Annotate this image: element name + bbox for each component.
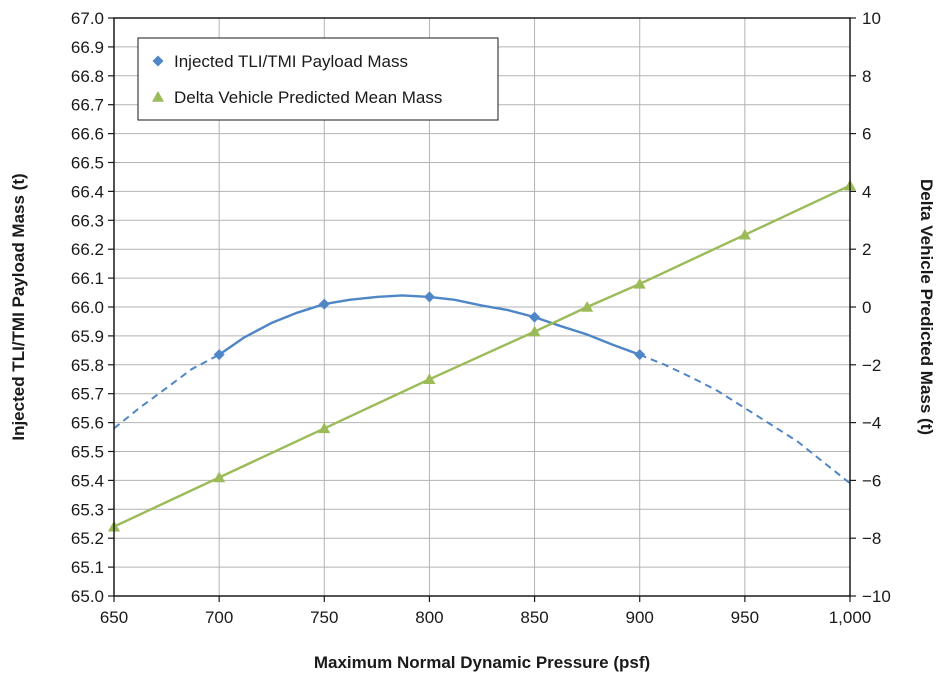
triangle-marker-icon — [152, 91, 164, 102]
x-tick-label: 700 — [205, 608, 233, 627]
legend-label: Injected TLI/TMI Payload Mass — [174, 52, 408, 71]
x-tick-label: 1,000 — [829, 608, 872, 627]
y-right-tick-label: 8 — [862, 67, 871, 86]
y-axis-right-title: Delta Vehicle Predicted Mass (t) — [917, 179, 936, 435]
y-right-tick-label: 10 — [862, 9, 881, 28]
payload-mass-point — [423, 291, 435, 303]
legend-item-payload-mass: Injected TLI/TMI Payload Mass — [152, 52, 408, 71]
y-left-tick-label: 66.8 — [71, 67, 104, 86]
diamond-marker-icon — [152, 55, 164, 67]
y-right-tick-label: 6 — [862, 125, 871, 144]
delta-vehicle-mass-point — [738, 228, 751, 240]
y-left-tick-label: 66.1 — [71, 269, 104, 288]
payload-mass-extrapolation-right — [639, 353, 851, 485]
y-left-tick-label: 65.4 — [71, 471, 104, 490]
delta-vehicle-mass-point — [318, 422, 331, 434]
y-left-tick-label: 65.8 — [71, 356, 104, 375]
y-left-tick-label: 65.5 — [71, 443, 104, 462]
x-tick-label: 950 — [731, 608, 759, 627]
y-left-tick-label: 65.0 — [71, 587, 104, 606]
legend: Injected TLI/TMI Payload Mass Delta Vehic… — [137, 37, 499, 121]
x-tick-label: 900 — [626, 608, 654, 627]
delta-vehicle-mass-point — [528, 325, 541, 337]
x-axis-title: Maximum Normal Dynamic Pressure (psf) — [314, 653, 650, 672]
y-left-tick-label: 67.0 — [71, 9, 104, 28]
payload-mass-point — [634, 349, 646, 361]
y-left-tick-label: 65.7 — [71, 385, 104, 404]
y-left-tick-label: 65.2 — [71, 529, 104, 548]
y-axis-left-title: Injected TLI/TMI Payload Mass (t) — [9, 173, 28, 440]
payload-mass-point — [529, 311, 541, 323]
y-left-tick-label: 66.3 — [71, 211, 104, 230]
y-right-tick-label: −6 — [862, 471, 881, 490]
x-tick-label: 650 — [100, 608, 128, 627]
y-left-tick-label: 66.6 — [71, 125, 104, 144]
y-left-tick-label: 66.5 — [71, 154, 104, 173]
y-left-tick-label: 65.1 — [71, 558, 104, 577]
tick-labels: 650 700 750 800 850 900 950 1,000 65.0 65.1 65.2 65… — [71, 9, 891, 627]
payload-mass-extrapolation-left — [113, 353, 220, 430]
y-left-tick-label: 65.9 — [71, 327, 104, 346]
x-tick-label: 800 — [415, 608, 443, 627]
y-left-tick-label: 65.6 — [71, 414, 104, 433]
y-left-tick-label: 66.7 — [71, 96, 104, 115]
y-right-tick-label: −10 — [862, 587, 891, 606]
legend-item-delta-vehicle-mass: Delta Vehicle Predicted Mean Mass — [152, 88, 442, 107]
x-tick-label: 750 — [310, 608, 338, 627]
payload-mass-point — [318, 298, 330, 310]
y-right-tick-label: −4 — [862, 414, 881, 433]
y-right-tick-label: 4 — [862, 182, 871, 201]
legend-label: Delta Vehicle Predicted Mean Mass — [174, 88, 442, 107]
y-right-tick-label: 0 — [862, 298, 871, 317]
legend-box — [137, 37, 499, 121]
y-right-tick-label: −2 — [862, 356, 881, 375]
x-tick-label: 850 — [520, 608, 548, 627]
delta-vehicle-mass-point — [633, 277, 646, 289]
delta-vehicle-mass-point — [213, 471, 226, 483]
y-left-tick-label: 66.9 — [71, 38, 104, 57]
y-left-tick-label: 65.3 — [71, 500, 104, 519]
y-left-tick-label: 66.2 — [71, 240, 104, 259]
y-left-tick-label: 66.4 — [71, 182, 104, 201]
y-right-tick-label: 2 — [862, 240, 871, 259]
y-left-tick-label: 66.0 — [71, 298, 104, 317]
series-layer — [108, 179, 856, 532]
delta-vehicle-mass-line — [113, 184, 851, 528]
y-right-tick-label: −8 — [862, 529, 881, 548]
delta-vehicle-mass-point — [581, 301, 594, 312]
payload-mass-point — [213, 349, 225, 361]
delta-vehicle-mass-point — [423, 373, 436, 385]
